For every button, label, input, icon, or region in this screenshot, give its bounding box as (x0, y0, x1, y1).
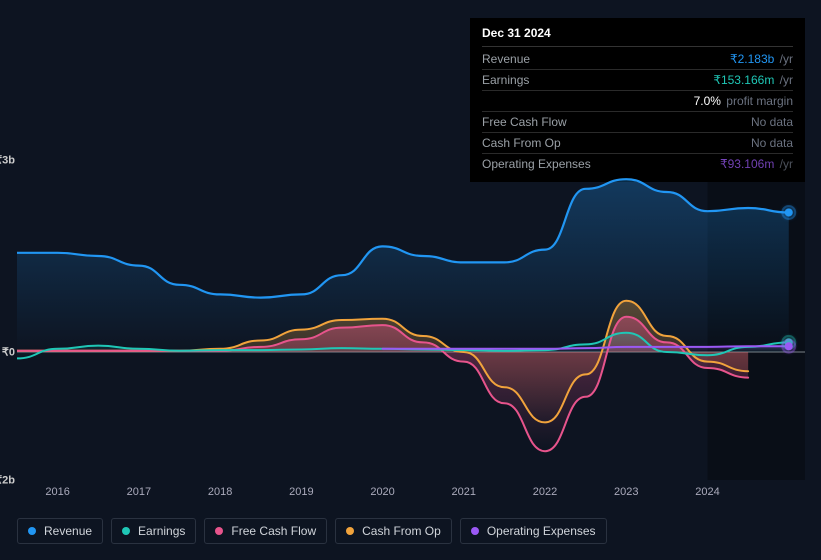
legend-dot-icon (28, 527, 36, 535)
legend-item-label: Revenue (44, 524, 92, 538)
y-axis-label: ₹3b (0, 154, 15, 167)
legend-dot-icon (122, 527, 130, 535)
x-axis-label: 2019 (289, 486, 313, 498)
tooltip-row-value: No data (751, 136, 793, 150)
tooltip-rows: Revenue ₹2.183b /yr Earnings ₹153.166m /yr 7… (482, 49, 793, 174)
y-axis-label: ₹0 (2, 346, 15, 359)
end-dot-opex (785, 342, 793, 350)
legend-item-label: Free Cash Flow (231, 524, 316, 538)
legend-item-label: Operating Expenses (487, 524, 596, 538)
legend-item-fcf[interactable]: Free Cash Flow (204, 518, 327, 544)
tooltip-row-value: No data (751, 115, 793, 129)
x-axis-labels: 2016 2017 2018 2019 2020 2021 2022 2023 2024 (17, 486, 805, 502)
x-axis-label: 2024 (695, 486, 719, 498)
legend-item-revenue[interactable]: Revenue (17, 518, 103, 544)
tooltip-row-label: Earnings (482, 73, 529, 87)
financials-chart[interactable]: ₹3b₹0-₹2b (17, 160, 805, 480)
x-axis-label: 2023 (614, 486, 638, 498)
legend-item-label: Cash From Op (362, 524, 441, 538)
tooltip-row-value: ₹2.183b /yr (730, 52, 793, 66)
legend-item-opex[interactable]: Operating Expenses (460, 518, 607, 544)
tooltip-row: 7.0% profit margin (482, 91, 793, 112)
chart-svg (17, 160, 805, 480)
tooltip-row-label: Free Cash Flow (482, 115, 567, 129)
x-axis-label: 2017 (127, 486, 151, 498)
tooltip-row: Earnings ₹153.166m /yr (482, 70, 793, 91)
legend-item-cfo[interactable]: Cash From Op (335, 518, 452, 544)
end-dot-revenue (785, 208, 793, 216)
tooltip-row: Free Cash Flow No data (482, 112, 793, 133)
chart-tooltip: Dec 31 2024 Revenue ₹2.183b /yr Earnings ₹1… (470, 18, 805, 182)
x-axis-label: 2018 (208, 486, 232, 498)
tooltip-row-label: Revenue (482, 52, 530, 66)
x-axis-label: 2022 (533, 486, 557, 498)
tooltip-row-value: ₹153.166m /yr (713, 73, 793, 87)
y-axis-label: -₹2b (0, 474, 15, 487)
x-axis-label: 2021 (452, 486, 476, 498)
tooltip-date: Dec 31 2024 (482, 26, 793, 47)
legend-item-label: Earnings (138, 524, 185, 538)
x-axis-label: 2020 (370, 486, 394, 498)
tooltip-row-label: Cash From Op (482, 136, 561, 150)
tooltip-row-value: 7.0% profit margin (694, 94, 793, 108)
legend-item-earnings[interactable]: Earnings (111, 518, 196, 544)
tooltip-row: Revenue ₹2.183b /yr (482, 49, 793, 70)
x-axis-label: 2016 (45, 486, 69, 498)
legend: Revenue Earnings Free Cash Flow Cash From O… (17, 518, 607, 544)
legend-dot-icon (346, 527, 354, 535)
legend-dot-icon (215, 527, 223, 535)
legend-dot-icon (471, 527, 479, 535)
tooltip-row: Cash From Op No data (482, 133, 793, 154)
